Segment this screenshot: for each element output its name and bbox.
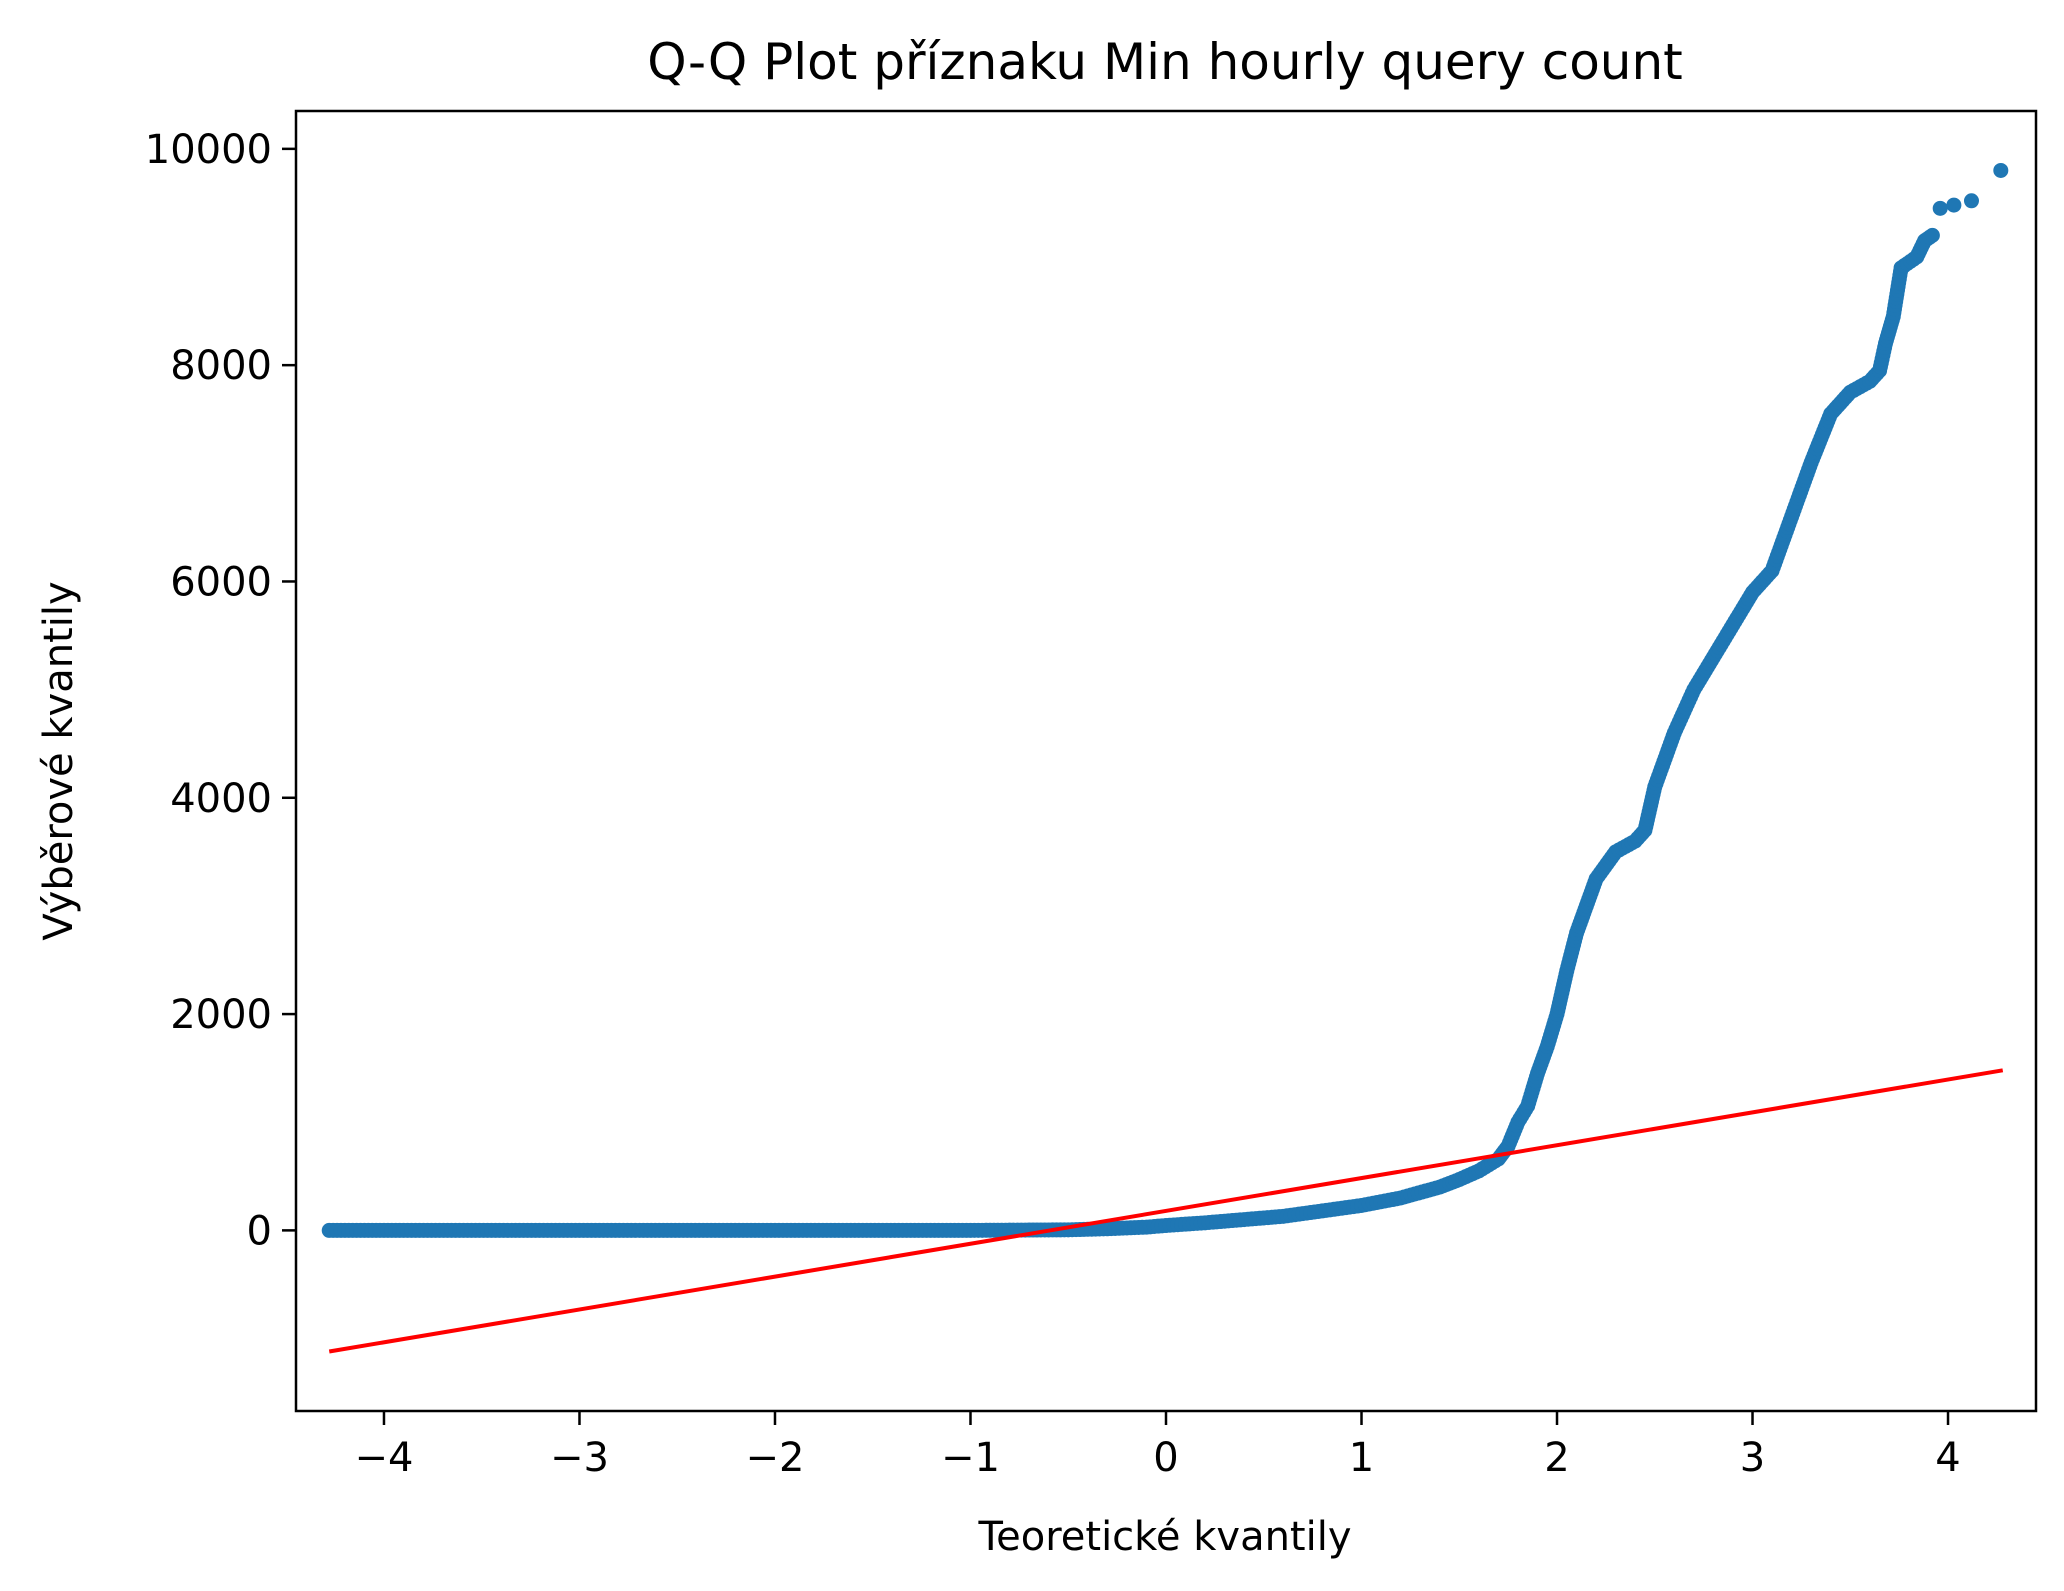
- sample-point-outlier: [1963, 193, 1979, 209]
- x-tick-label: −3: [550, 1435, 609, 1481]
- chart-title: Q-Q Plot příznaku Min hourly query count: [647, 33, 1683, 91]
- x-tick-label: 3: [1740, 1435, 1765, 1481]
- sample-point-outlier: [1932, 200, 1948, 216]
- plot-area: [321, 162, 2009, 1354]
- y-tick-label: 0: [247, 1208, 272, 1254]
- y-tick-label: 8000: [170, 343, 272, 389]
- y-axis-label: Výběrové kvantily: [36, 581, 82, 940]
- x-tick-label: 2: [1544, 1435, 1569, 1481]
- x-axis-ticks: −4 −3 −2 −1 0 1 2 3 4: [354, 1411, 1961, 1481]
- x-tick-label: 4: [1935, 1435, 1960, 1481]
- y-tick-label: 4000: [170, 776, 272, 822]
- x-tick-label: −4: [354, 1435, 413, 1481]
- sample-point-outlier: [1993, 162, 2009, 178]
- x-tick-label: 0: [1153, 1435, 1178, 1481]
- reference-fit-line: [328, 1068, 2004, 1354]
- sample-point: [1924, 227, 1940, 243]
- x-axis-label: Teoretické kvantily: [977, 1514, 1351, 1560]
- y-tick-label: 6000: [170, 559, 272, 605]
- y-tick-label: 2000: [170, 992, 272, 1038]
- y-tick-label: 10000: [145, 127, 272, 173]
- x-tick-label: −1: [941, 1435, 1000, 1481]
- x-tick-label: 1: [1349, 1435, 1374, 1481]
- sample-point-outlier: [1946, 197, 1962, 213]
- y-axis-ticks: 0 2000 4000 6000 8000 10000: [145, 127, 296, 1254]
- x-tick-label: −2: [746, 1435, 805, 1481]
